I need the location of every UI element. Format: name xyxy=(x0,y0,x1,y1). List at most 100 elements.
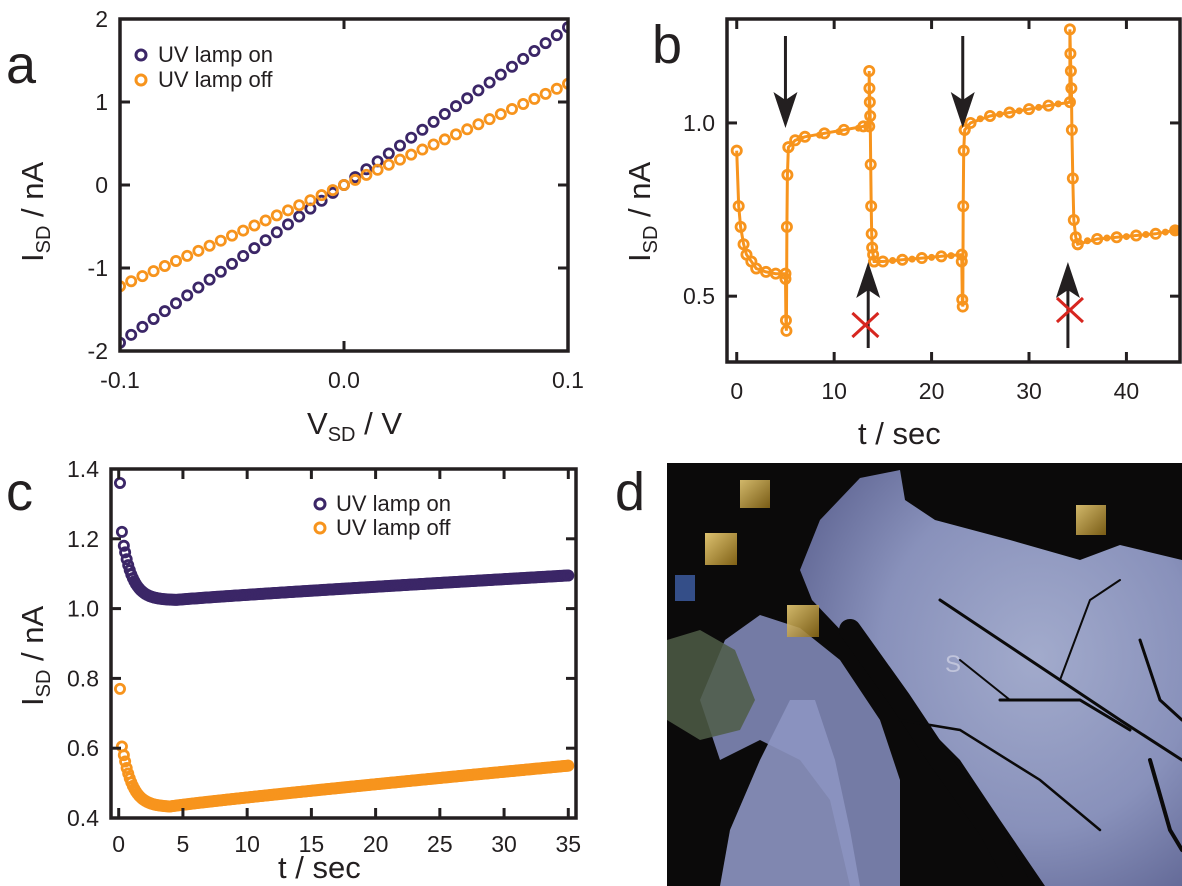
x-tick-label: 30 xyxy=(1016,378,1042,404)
uv-off-point xyxy=(281,204,294,217)
y-tick-label: 2 xyxy=(95,6,108,32)
uv-off-point xyxy=(472,118,485,131)
uv-on-point xyxy=(539,37,552,50)
chart-a-ticks: -0.1 0.0 0.1 -2 -1 0 1 2 xyxy=(88,6,584,393)
current-point xyxy=(1063,23,1076,36)
film-main xyxy=(800,470,1182,886)
legend-label-uv-off: UV lamp off xyxy=(158,67,273,92)
uv-off-point xyxy=(337,178,350,191)
y-tick-label: 1.2 xyxy=(67,526,99,552)
uv-on-point xyxy=(270,226,283,239)
uv-on-point xyxy=(192,281,205,294)
legend-marker-uv-on xyxy=(313,497,327,511)
y-tick-label: -2 xyxy=(88,338,108,364)
uv-on-point xyxy=(117,539,130,552)
current-trace-line xyxy=(735,29,1176,331)
uv-off-point xyxy=(119,755,132,768)
x-tick-label: 10 xyxy=(821,378,847,404)
legend-marker-uv-off xyxy=(313,521,327,535)
y-tick-label: 1 xyxy=(95,89,108,115)
uv-on-point xyxy=(438,108,451,121)
uv-on-point xyxy=(562,21,568,34)
y-tick-label: 0.8 xyxy=(67,665,99,691)
uv-off-point xyxy=(382,158,395,171)
current-point xyxy=(957,200,970,213)
chart-b: 0 10 20 30 40 0.5 1.0 t / sec ISD / nA xyxy=(622,17,1182,451)
current-point xyxy=(1161,228,1169,236)
uv-off-point xyxy=(158,260,171,273)
chart-b-annotations xyxy=(773,36,1084,348)
current-point xyxy=(1083,237,1091,245)
uv-off-point xyxy=(528,92,541,105)
x-tick-label: 30 xyxy=(491,831,517,857)
uv-on-point xyxy=(293,210,306,223)
current-point xyxy=(865,200,878,213)
lamp-off-cross xyxy=(1055,296,1084,324)
uv-on-point xyxy=(181,289,194,302)
uv-off-point xyxy=(203,239,216,252)
current-point xyxy=(865,227,878,240)
current-point xyxy=(876,255,889,268)
x-tick-label: 20 xyxy=(919,378,945,404)
electrode-pads xyxy=(675,480,1106,637)
uv-off-point xyxy=(169,254,182,267)
current-point xyxy=(1064,47,1077,60)
legend-marker-uv-on xyxy=(134,48,148,62)
panel-letter-a: a xyxy=(6,35,37,95)
current-point xyxy=(855,124,863,132)
chart-a-xlabel: VSD / V xyxy=(307,406,402,446)
current-point xyxy=(958,123,971,136)
uv-off-point xyxy=(539,87,552,100)
uv-off-point xyxy=(371,163,384,176)
uv-on-point xyxy=(550,29,563,42)
current-point xyxy=(816,131,824,139)
y-tick-label: 1.0 xyxy=(683,110,715,136)
uv-on-point xyxy=(315,194,328,207)
current-point xyxy=(1015,107,1023,115)
y-tick-label: 0.6 xyxy=(67,735,99,761)
current-point xyxy=(1054,100,1062,108)
film-iridescent xyxy=(667,630,755,740)
current-point xyxy=(996,110,1004,118)
uv-off-point xyxy=(248,219,261,232)
current-point xyxy=(957,144,970,157)
electrode-pad xyxy=(705,533,737,565)
current-point xyxy=(908,255,916,263)
uv-off-point xyxy=(136,270,149,283)
uv-off-point xyxy=(461,123,474,136)
uv-on-point xyxy=(115,525,128,538)
current-point xyxy=(896,253,909,266)
current-point xyxy=(1065,123,1078,136)
uv-on-point xyxy=(214,265,227,278)
legend-marker-uv-off xyxy=(134,73,148,87)
x-tick-label: -0.1 xyxy=(100,367,140,393)
electrode-pad xyxy=(1076,505,1106,535)
current-point xyxy=(947,252,955,260)
electrode-pad xyxy=(675,575,695,601)
uv-on-point xyxy=(136,320,149,333)
lamp-on-arrowhead xyxy=(773,92,798,128)
uv-off-point xyxy=(117,749,130,762)
current-point xyxy=(1130,229,1143,242)
uv-on-point xyxy=(517,52,530,65)
uv-on-point xyxy=(225,257,238,270)
uv-off-point xyxy=(562,77,568,90)
current-point xyxy=(1069,231,1082,244)
x-tick-label: 40 xyxy=(1114,378,1140,404)
current-point xyxy=(863,64,876,77)
chart-c-ylabel: ISD / nA xyxy=(15,605,55,706)
current-point xyxy=(866,241,879,254)
current-point xyxy=(1066,172,1079,185)
current-point xyxy=(782,141,795,154)
legend-label-uv-off: UV lamp off xyxy=(336,515,451,540)
y-tick-label: -1 xyxy=(88,255,108,281)
current-point xyxy=(1091,233,1104,246)
uv-on-point xyxy=(382,147,395,160)
uv-off-point xyxy=(326,184,339,197)
current-point xyxy=(737,238,750,251)
lamp-off-arrowhead xyxy=(856,262,881,298)
uv-off-point xyxy=(416,143,429,156)
chart-b-plot-area xyxy=(730,23,1180,337)
uv-off-point xyxy=(225,229,238,242)
